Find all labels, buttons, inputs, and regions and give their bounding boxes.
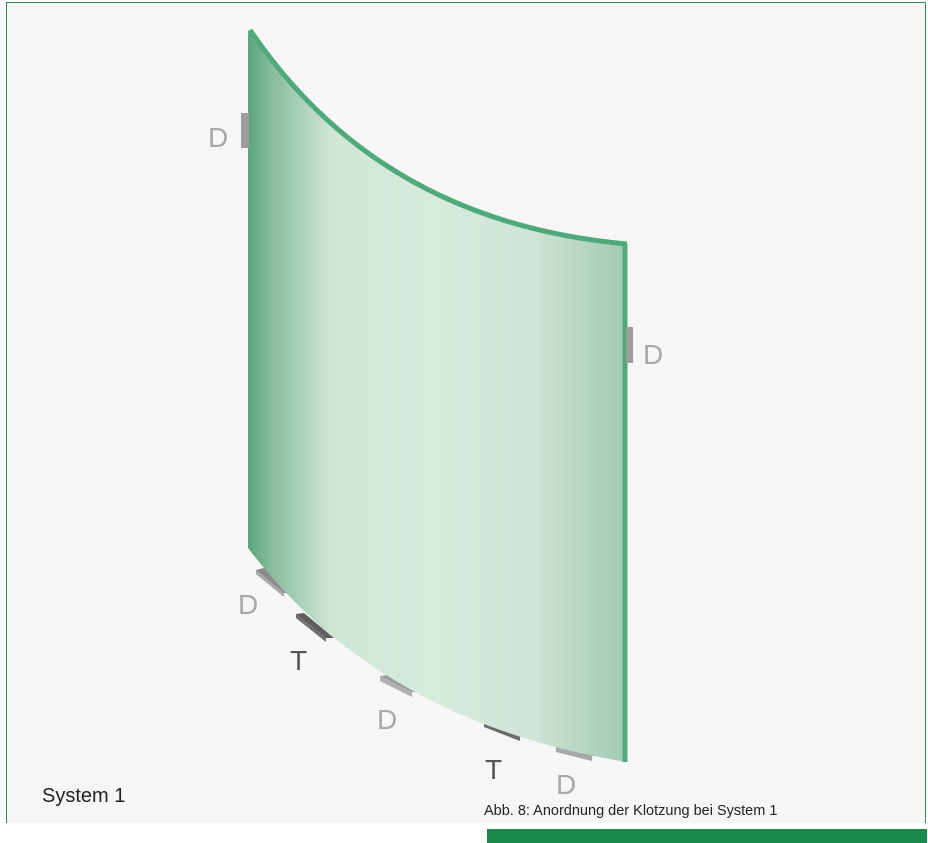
label-right-mid: D [643,339,663,370]
caption-accent-bar [487,829,927,843]
setting-block-2 [296,613,334,642]
glass-top-edge [247,28,628,247]
label-bottom-2: T [290,645,307,676]
label-left-top: D [208,122,228,153]
side-block-left [241,113,249,148]
label-bottom-3: D [377,704,397,735]
system-label: System 1 [42,785,126,807]
side-block-right [626,327,633,363]
curved-glass-pane [248,30,627,762]
label-bottom-5: D [556,769,576,800]
figure-caption: Abb. 8: Anordnung der Klotzung bei Syste… [484,803,778,819]
label-bottom-4: T [485,754,502,785]
label-bottom-1: D [238,589,258,620]
